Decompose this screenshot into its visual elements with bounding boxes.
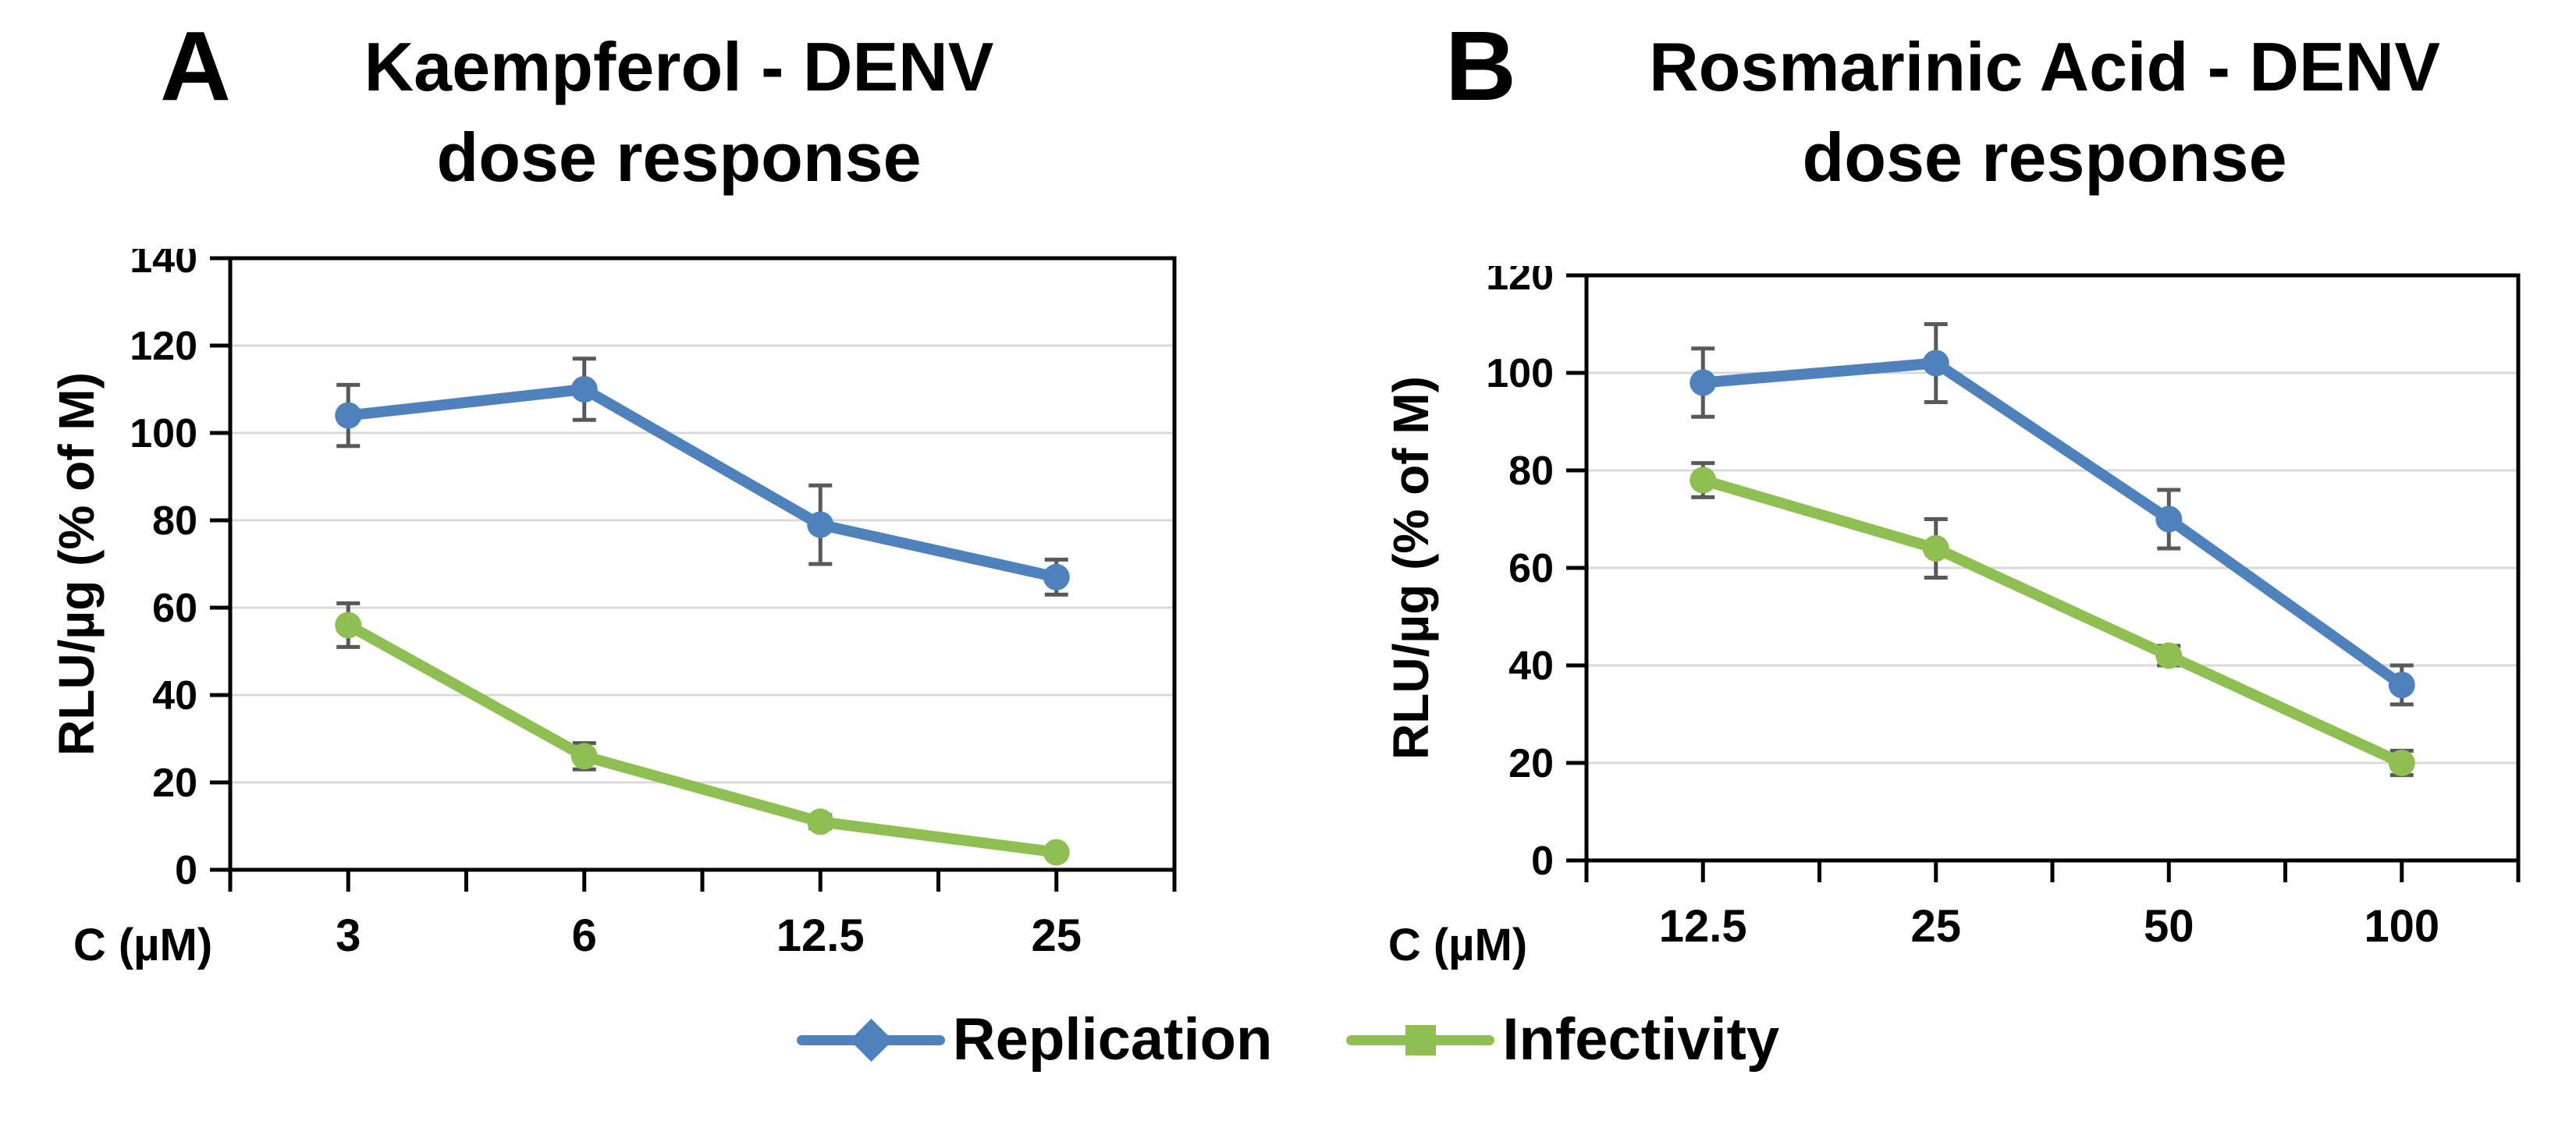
chart-b-x-axis-title: C (µM) <box>1387 920 1528 970</box>
data-point-marker <box>570 376 598 403</box>
y-tick-label: 120 <box>1486 266 1554 299</box>
data-point-marker <box>1922 349 1949 377</box>
series-line-infectivity <box>1697 474 2407 768</box>
chart-b-y-axis-title: RLU/µg (% of M) <box>1383 376 1439 760</box>
legend-item-infectivity: Infectivity <box>1346 1010 1779 1069</box>
chart-a-y-axis-title: RLU/µg (% of M) <box>48 372 105 756</box>
x-tick-label: 3 <box>336 910 361 961</box>
x-tick-label: 50 <box>2144 901 2194 952</box>
y-tick-label: 60 <box>1508 546 1554 591</box>
plot-border <box>228 256 1177 872</box>
x-tick-label: 6 <box>572 910 597 961</box>
y-tick-label: 80 <box>1508 449 1554 494</box>
chart-b-plot: 0 20 40 60 80 100 120 12.5 25 50 100 <box>1486 266 2521 952</box>
y-tick-label: 20 <box>152 761 197 806</box>
y-tick-label: 120 <box>130 324 197 369</box>
x-tick-label: 12.5 <box>776 910 865 961</box>
x-tick-label: 12.5 <box>1659 901 1747 952</box>
legend-item-replication: Replication <box>796 1006 1273 1073</box>
data-point-marker <box>335 402 362 429</box>
data-point-marker <box>1690 466 1717 494</box>
series-line-infectivity <box>343 619 1062 858</box>
chart-b-title-line2: dose response <box>1802 119 2287 197</box>
y-tick-label: 0 <box>175 848 197 893</box>
legend-label-replication: Replication <box>952 1006 1273 1073</box>
square-icon <box>1405 1025 1437 1055</box>
y-tick-label: 100 <box>130 411 197 456</box>
data-point-marker <box>1043 839 1070 866</box>
series-line-replication <box>1697 357 2407 690</box>
x-tick-label: 100 <box>2364 901 2439 952</box>
data-point-marker <box>335 612 362 639</box>
diamond-icon <box>849 1018 893 1062</box>
y-tick-label: 80 <box>152 498 197 544</box>
data-point-marker <box>2388 672 2415 698</box>
chart-b-title: Rosmarinic Acid - DENV dose response <box>1631 22 2458 203</box>
chart-a-title-line2: dose response <box>436 119 922 197</box>
y-tick-label: 40 <box>1508 644 1554 689</box>
y-tick-label: 0 <box>1531 839 1554 884</box>
replication-legend-marker <box>796 1017 945 1062</box>
legend: Replication Infectivity <box>0 1010 2576 1069</box>
data-point-marker <box>1043 563 1070 591</box>
x-tick-label: 25 <box>1031 910 1082 961</box>
chart-a-plot: 0 20 40 60 80 100 120 140 3 6 12.5 25 <box>130 249 1177 961</box>
y-tick-label: 20 <box>1508 741 1554 786</box>
data-point-marker <box>807 511 834 538</box>
panel-a-label: A <box>160 11 231 121</box>
chart-a-title-line1: Kaempferol - DENV <box>364 28 994 105</box>
panel-b-label: B <box>1445 11 1516 121</box>
data-point-marker <box>2155 642 2183 669</box>
y-tick-label: 40 <box>152 673 197 718</box>
data-point-marker <box>1690 369 1717 396</box>
data-point-marker <box>570 743 598 770</box>
series-line-replication <box>343 384 1062 583</box>
chart-b-title-line1: Rosmarinic Acid - DENV <box>1649 28 2440 105</box>
y-tick-label: 140 <box>130 249 197 282</box>
data-point-marker <box>1922 535 1949 562</box>
x-tick-label: 25 <box>1910 901 1961 952</box>
legend-label-infectivity: Infectivity <box>1502 1006 1780 1073</box>
data-point-marker <box>2155 505 2183 533</box>
chart-a-title: Kaempferol - DENV dose response <box>265 22 1093 203</box>
data-point-marker <box>807 808 834 835</box>
data-point-marker <box>2388 750 2415 776</box>
y-tick-label: 100 <box>1486 351 1554 396</box>
chart-a-x-axis-title: C (µM) <box>73 920 213 970</box>
y-tick-label: 60 <box>152 586 197 631</box>
infectivity-legend-marker <box>1346 1017 1495 1062</box>
